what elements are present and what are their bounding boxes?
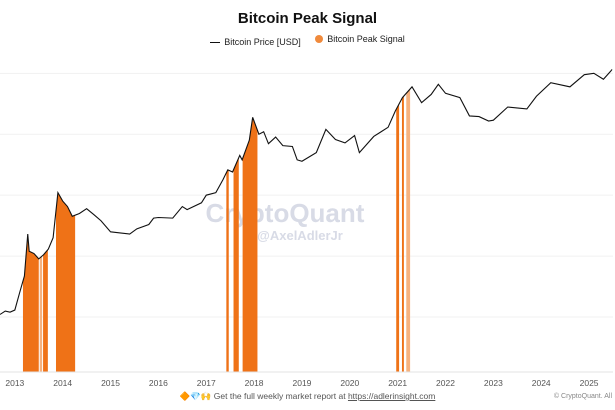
peak-signal-band: [396, 103, 400, 372]
peak-signal-band: [226, 169, 229, 372]
legend-label: Bitcoin Peak Signal: [327, 34, 405, 44]
legend-item-price[interactable]: Bitcoin Price [USD]: [210, 37, 301, 47]
peak-signal-band: [401, 95, 404, 373]
peak-signal-band: [242, 117, 258, 372]
footer: 🔶💎🙌 Get the full weekly market report at…: [0, 391, 615, 402]
x-tick-label: 2024: [532, 378, 551, 388]
x-tick-label: 2015: [101, 378, 120, 388]
x-tick-label: 2022: [436, 378, 455, 388]
x-tick-label: 2013: [5, 378, 24, 388]
x-tick-label: 2019: [292, 378, 311, 388]
legend-label: Bitcoin Price [USD]: [224, 37, 301, 48]
footer-text: Get the full weekly market report at: [213, 391, 346, 401]
peak-signal-band: [406, 88, 411, 372]
credit: © CryptoQuant. All: [553, 393, 612, 400]
x-tick-label: 2017: [197, 378, 216, 388]
legend-dot-icon: [315, 35, 324, 43]
x-tick-label: 2023: [484, 378, 503, 388]
x-tick-label: 2020: [340, 378, 359, 388]
x-tick-label: 2025: [580, 378, 599, 388]
legend-item-signal[interactable]: Bitcoin Peak Signal: [315, 34, 405, 44]
footer-emoji: 🔶💎🙌: [179, 391, 212, 401]
peak-signal-band: [233, 157, 239, 372]
x-tick-label: 2018: [245, 378, 264, 388]
x-tick-label: 2016: [149, 378, 168, 388]
peak-signal-band: [22, 234, 39, 372]
legend-line-icon: [210, 41, 221, 43]
price-line: [0, 69, 613, 315]
peak-signal-band: [43, 249, 48, 372]
x-tick-label: 2021: [388, 378, 407, 388]
peak-signal-band: [55, 192, 76, 372]
legend: Bitcoin Price [USD] Bitcoin Peak Signal: [0, 34, 615, 47]
x-tick-label: 2014: [53, 378, 72, 388]
watermark-handle: @AxelAdlerJr: [257, 228, 343, 243]
report-link[interactable]: https://adlerinsight.com: [347, 391, 436, 401]
chart-title: Bitcoin Peak Signal: [237, 10, 378, 27]
peak-signal-band: [39, 256, 43, 372]
watermark-brand: CryptoQuant: [206, 198, 365, 228]
